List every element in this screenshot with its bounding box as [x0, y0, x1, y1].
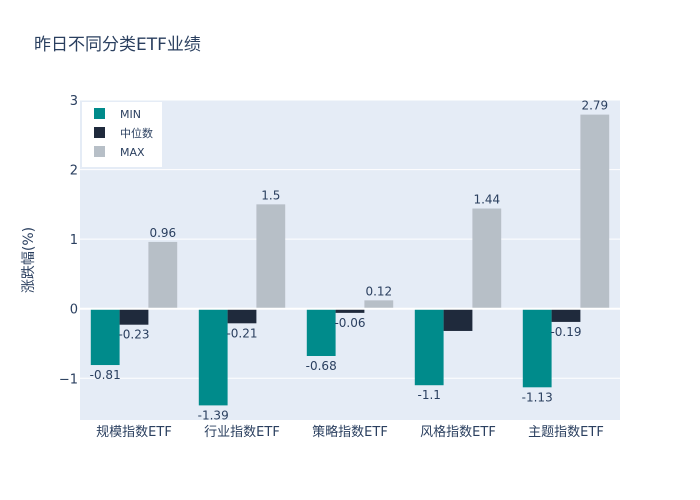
y-axis-title: 涨跌幅(%) [21, 227, 37, 293]
data-label: -1.1 [417, 388, 440, 402]
data-labels: -0.81 -1.39 -0.68 -1.1 -1.13 -0.23 -0.21 -0.06 -… [90, 99, 608, 423]
y-tick-label: −1 [59, 372, 78, 387]
bar-MAX-3[interactable] [472, 208, 502, 309]
data-label: -0.68 [306, 359, 337, 373]
chart-title: 昨日不同分类ETF业绩 [34, 35, 201, 55]
legend-label: 中位数 [120, 126, 153, 140]
bar-MIN-3[interactable] [414, 308, 444, 386]
legend-swatch [94, 108, 105, 119]
bar-MAX-1[interactable] [256, 204, 286, 309]
y-tick-label: 2 [70, 164, 78, 179]
data-label: 2.79 [581, 99, 608, 113]
bar-中位数-4[interactable] [551, 308, 581, 322]
x-tick-label: 规模指数ETF [96, 425, 172, 440]
bar-中位数-0[interactable] [119, 308, 149, 325]
legend[interactable]: MIN 中位数 MAX [82, 102, 162, 167]
data-label: 0.96 [149, 226, 176, 240]
bar-中位数-1[interactable] [227, 308, 257, 324]
data-label: 0.12 [365, 284, 392, 298]
data-label: 1.44 [473, 193, 500, 207]
y-tick-label: 0 [70, 303, 78, 318]
bar-MIN-0[interactable] [90, 308, 120, 366]
legend-item-中位数[interactable]: 中位数 [94, 126, 153, 140]
x-tick-label: 策略指数ETF [312, 424, 388, 440]
bar-MAX-0[interactable] [148, 241, 178, 309]
data-label: -0.19 [550, 325, 581, 339]
y-tick-label: 1 [70, 233, 78, 248]
legend-label: MIN [120, 108, 141, 121]
x-axis-ticks: 规模指数ETF 行业指数ETF 策略指数ETF 风格指数ETF 主题指数ETF [96, 424, 604, 440]
bar-MIN-4[interactable] [522, 308, 552, 388]
data-label: -0.23 [118, 328, 149, 342]
y-tick-label: 3 [70, 94, 78, 109]
x-tick-label: 行业指数ETF [204, 425, 280, 440]
bar-MAX-2[interactable] [364, 300, 394, 309]
bar-中位数-3[interactable] [443, 308, 473, 331]
data-label: -1.39 [198, 408, 229, 422]
legend-label: MAX [120, 146, 145, 159]
legend-item-MAX[interactable]: MAX [94, 146, 145, 159]
data-label: 1.5 [261, 188, 280, 202]
legend-item-MIN[interactable]: MIN [94, 108, 141, 121]
legend-swatch [94, 127, 105, 138]
data-label: -1.13 [522, 390, 553, 404]
bars [90, 114, 610, 406]
legend-swatch [94, 146, 105, 157]
data-label: -0.06 [334, 316, 365, 330]
data-label: -0.21 [226, 326, 257, 340]
x-tick-label: 主题指数ETF [528, 425, 604, 440]
y-axis-ticks: −1 0 1 2 3 [59, 94, 78, 387]
bar-MIN-1[interactable] [198, 308, 228, 406]
data-label: -0.81 [90, 368, 121, 382]
x-tick-label: 风格指数ETF [420, 424, 496, 440]
bar-MIN-2[interactable] [306, 308, 336, 356]
bar-MAX-4[interactable] [580, 114, 610, 309]
bar-中位数-2[interactable] [335, 308, 365, 313]
